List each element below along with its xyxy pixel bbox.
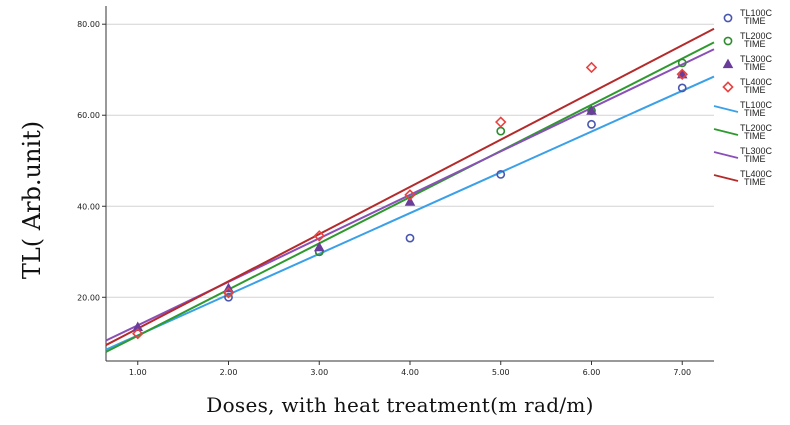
legend-fit-tl400c-time-swatch bbox=[713, 174, 739, 182]
x-tick-label-3: 3.00 bbox=[310, 368, 328, 377]
legend-marker-tl100c-time-label: TL100C bbox=[740, 8, 773, 18]
gridlines bbox=[106, 23, 714, 298]
x-tick-label-5: 5.00 bbox=[492, 368, 510, 377]
point-tl100c-time-6 bbox=[677, 83, 687, 93]
point-tl300c-time-5 bbox=[586, 105, 597, 115]
point-tl100c-time-1 bbox=[224, 292, 233, 302]
point-tl400c-time-7 bbox=[676, 68, 688, 81]
point-tl400c-time-1 bbox=[132, 327, 144, 340]
point-tl400c-time-4 bbox=[404, 189, 416, 201]
x-tick-label-2: 2.00 bbox=[220, 368, 238, 377]
x-tick-labels: 1.00 2.00 3.00 4.00 5.00 6.00 7.00 bbox=[129, 361, 691, 377]
legend-fit-tl200c-time-label-line2: TIME bbox=[744, 131, 766, 141]
legend-fit-tl100c-time-label-line2: TIME bbox=[744, 108, 766, 118]
legend-marker-tl200c-time-symbol bbox=[723, 36, 733, 46]
y-tick-label-20: 20.00 bbox=[77, 293, 100, 302]
legend-marker-tl200c-time-label: TL200C bbox=[740, 31, 773, 41]
legend-fit-tl100c-time-swatch bbox=[713, 105, 739, 113]
legend-fit-tl400c-time-label-line2: TIME bbox=[744, 177, 766, 187]
data-points bbox=[132, 58, 688, 340]
point-tl100c-time-4 bbox=[496, 169, 506, 179]
legend-marker-tl300c-time-label: TL300C bbox=[740, 54, 773, 64]
y-tick-labels: 20.00 40.00 60.00 80.00 bbox=[77, 20, 106, 302]
point-tl300c-time-3 bbox=[313, 241, 325, 252]
legend-marker-tl100c-time-label-line2: TIME bbox=[744, 16, 766, 26]
point-tl400c-time-6 bbox=[585, 61, 598, 74]
y-tick-label-60: 60.00 bbox=[77, 111, 100, 120]
point-tl400c-time-5 bbox=[495, 116, 507, 128]
point-tl400c-time-2 bbox=[222, 286, 235, 299]
legend-fit-tl300c-time-label-line2: TIME bbox=[744, 154, 766, 164]
legend-marker-tl400c-time-symbol bbox=[722, 81, 734, 93]
legend-fit-tl300c-time-swatch bbox=[713, 151, 739, 159]
x-axis-label: Doses, with heat treatment(m rad/m) bbox=[206, 393, 594, 417]
point-tl100c-time-5 bbox=[587, 119, 596, 129]
y-tick-label-80: 80.00 bbox=[77, 20, 100, 29]
point-tl100c-time-3 bbox=[405, 233, 415, 243]
legend-marker-tl200c-time-label-line2: TIME bbox=[744, 39, 766, 49]
point-tl300c-time-1 bbox=[132, 321, 144, 331]
legend-fit-tl300c-time-label: TL300C bbox=[740, 146, 773, 156]
legend-fit-tl200c-time-swatch bbox=[713, 128, 739, 136]
fit-line-tl100c-time bbox=[105, 75, 715, 351]
x-tick-label-6: 6.00 bbox=[583, 368, 601, 377]
legend-marker-tl300c-time-symbol bbox=[722, 58, 734, 69]
legend-fit-tl200c-time-label: TL200C bbox=[740, 123, 773, 133]
legend-marker-tl400c-time-label-line2: TIME bbox=[744, 85, 766, 95]
y-tick-label-40: 40.00 bbox=[77, 202, 100, 211]
legend-fit-tl100c-time-label: TL100C bbox=[740, 100, 773, 110]
x-tick-label-7: 7.00 bbox=[673, 368, 691, 377]
legend: TL100CTIMETL200CTIMETL300CTIMETL400CTIME… bbox=[713, 8, 773, 187]
x-tick-label-4: 4.00 bbox=[401, 368, 419, 377]
y-axis-label: TL( Arb.unit) bbox=[18, 121, 46, 279]
legend-marker-tl100c-time-symbol bbox=[723, 13, 733, 23]
x-tick-label-1: 1.00 bbox=[129, 368, 147, 377]
point-tl400c-time-3 bbox=[313, 230, 325, 242]
point-tl300c-time-4 bbox=[404, 196, 416, 206]
legend-fit-tl400c-time-label: TL400C bbox=[740, 169, 773, 179]
legend-marker-tl300c-time-label-line2: TIME bbox=[744, 62, 766, 72]
legend-marker-tl400c-time-label: TL400C bbox=[740, 77, 773, 87]
point-tl200c-time-5 bbox=[677, 58, 687, 68]
fit-line-tl400c-time bbox=[105, 27, 715, 346]
